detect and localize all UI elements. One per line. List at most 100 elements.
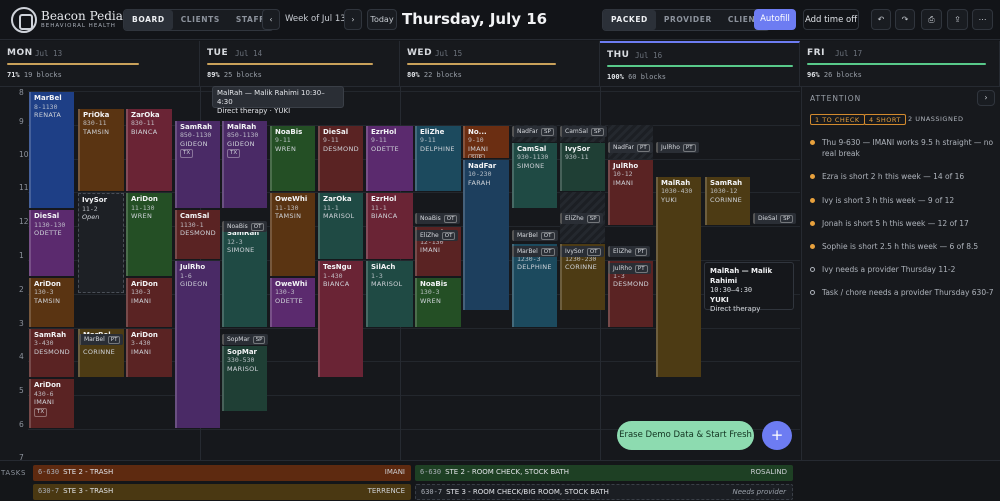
attention-item[interactable]: Thu 9-630 — IMANI works 9.5 h straight —…: [810, 137, 996, 159]
session-block[interactable]: DieSal 9-11 DESMOND: [318, 125, 363, 192]
block-time: 1130-130: [34, 220, 66, 229]
session-block[interactable]: NoaBis 130-3 WREN: [415, 277, 461, 327]
session-block[interactable]: CamSal 1130-1 DESMOND: [175, 210, 220, 259]
session-block[interactable]: SopMar 330-530 MARISOL: [222, 345, 267, 412]
session-block[interactable]: AriDon 130-3 TAMSIN: [29, 277, 74, 327]
share-icon[interactable]: ⇪: [947, 9, 968, 30]
tab-staff[interactable]: STAFF: [235, 15, 265, 24]
mini-block[interactable]: EliZhe PT: [608, 246, 651, 258]
mini-block[interactable]: JulRho PT: [656, 141, 699, 153]
view-provider[interactable]: PROVIDER: [663, 15, 712, 24]
session-block[interactable]: ZarOka 11-1 MARISOL: [318, 193, 363, 259]
collapse-panel-button[interactable]: ›: [977, 90, 995, 106]
session-block[interactable]: NadFar 10-230 FARAH: [463, 159, 509, 310]
redo-icon[interactable]: ↷: [895, 9, 915, 30]
block-time: 930-11: [565, 153, 589, 162]
day-header-thu[interactable]: THU Jul 16 100% 60 blocks: [600, 41, 800, 87]
session-block[interactable]: TesNgu 1-430 BIANCA: [318, 261, 363, 378]
pill-unassigned[interactable]: 2 UNASSIGNED: [908, 115, 964, 123]
task-row[interactable]: 6-630 STE 2 - TRASH IMANI: [33, 465, 411, 481]
mini-block[interactable]: EliZhe OT: [415, 229, 459, 241]
mini-block[interactable]: NadFar PT: [608, 141, 653, 153]
session-block[interactable]: AriDon 3-430 IMANI: [126, 328, 172, 378]
mini-block[interactable]: NoaBis OT: [415, 212, 461, 224]
session-block[interactable]: OweWhi 130-3 ODETTE: [270, 277, 315, 327]
session-block[interactable]: MalRah 850-1130 GIDEON TX: [222, 120, 267, 209]
block-client: MARISOL: [371, 280, 403, 288]
today-button[interactable]: Today: [367, 9, 397, 30]
block-client: TAMSIN: [83, 127, 110, 136]
session-block[interactable]: AriDon 430-6 IMANI TX: [29, 379, 74, 428]
session-block[interactable]: ZarOka 830-11 BIANCA: [126, 108, 172, 192]
view-packed[interactable]: PACKED: [603, 10, 656, 30]
more-icon[interactable]: ⋯: [972, 9, 993, 30]
attention-item[interactable]: Ivy is short 3 h this week — 9 of 12: [810, 195, 996, 206]
add-time-off-button[interactable]: Add time off: [803, 9, 859, 30]
session-block[interactable]: EliZhe 9-11 DELPHINE: [415, 125, 461, 192]
session-block[interactable]: PriOka 830-11 TAMSIN: [78, 108, 124, 192]
next-week-button[interactable]: ›: [344, 9, 362, 30]
mini-block[interactable]: IvySor OT: [560, 246, 604, 258]
tooltip-title: MalRah — Malik Rahimi 10:30–4:30: [217, 89, 325, 106]
session-block[interactable]: SamRah 12-3 SIMONE: [222, 227, 267, 327]
session-block[interactable]: AriDon 11-130 WREN: [126, 193, 172, 276]
session-block[interactable]: NoaBis 9-11 WREN: [270, 125, 315, 192]
session-block[interactable]: SamRah 1030-12 CORINNE: [705, 176, 750, 226]
session-block[interactable]: SilAch 1-3 MARISOL: [366, 261, 413, 327]
day-header-mon[interactable]: MON Jul 13 71% 19 blocks: [0, 41, 200, 87]
pill-to-check[interactable]: 1 TO CHECK: [810, 114, 865, 125]
tab-board[interactable]: BOARD: [124, 10, 173, 30]
day-header-fri[interactable]: FRI Jul 17 96% 26 blocks: [800, 41, 1000, 87]
session-block[interactable]: IvySor 11-2 Open: [78, 193, 124, 293]
session-block[interactable]: MalRah 1030-430 YUKI: [656, 176, 701, 378]
mini-block[interactable]: DieSal SP: [753, 212, 796, 224]
mini-block[interactable]: MarBel PT: [79, 334, 124, 346]
block-client: GIDEON: [227, 139, 255, 148]
mini-block[interactable]: NadFar SP: [512, 126, 557, 138]
attention-item[interactable]: Task / chore needs a provider Thursday 6…: [810, 287, 996, 298]
session-block[interactable]: JulRho 1-6 GIDEON: [175, 261, 220, 428]
session-block[interactable]: CamSal 930-1130 SIMONE: [512, 142, 557, 209]
block-time: 830-11: [83, 119, 107, 128]
session-block[interactable]: SamRah 3-430 DESMOND: [29, 328, 74, 378]
attention-item[interactable]: Ezra is short 2 h this week — 14 of 16: [810, 171, 996, 182]
attention-item[interactable]: Jonah is short 5 h this week — 12 of 17: [810, 218, 996, 229]
mini-block[interactable]: JulRho PT: [608, 263, 651, 275]
pill-short[interactable]: 4 SHORT: [864, 114, 906, 125]
autofill-button[interactable]: Autofill: [754, 9, 796, 30]
view-client[interactable]: CLIENT: [727, 15, 762, 24]
block-code: AriDon: [131, 195, 158, 204]
session-block[interactable]: SamRah 850-1130 GIDEON TX: [175, 120, 220, 209]
attention-item[interactable]: Sophie is short 2.5 h this week — 6 of 8…: [810, 241, 996, 252]
add-block-button[interactable]: +: [762, 421, 792, 450]
session-block[interactable]: EzrHol 9-11 ODETTE: [366, 125, 413, 192]
task-row[interactable]: 630-7 STE 3 - ROOM CHECK/BIG ROOM, STOCK …: [415, 484, 793, 500]
mini-block[interactable]: EliZhe SP: [560, 212, 603, 224]
session-block[interactable]: OweWhi 11-130 TAMSIN: [270, 193, 315, 276]
mini-block[interactable]: MarBel OT: [512, 246, 558, 258]
attention-item[interactable]: Ivy needs a provider Thursday 11-2: [810, 264, 996, 275]
session-block[interactable]: JulRho 10-12 IMANI: [608, 159, 653, 226]
mini-block[interactable]: CamSal SP: [560, 126, 607, 138]
session-block[interactable]: DieSal 1130-130 ODETTE: [29, 210, 74, 276]
task-row[interactable]: 6-630 STE 2 - ROOM CHECK, STOCK BATH ROSAL…: [415, 465, 793, 481]
erase-demo-data-button[interactable]: Erase Demo Data & Start Fresh: [617, 421, 754, 450]
session-block[interactable]: IvySor 930-11: [560, 142, 605, 192]
day-header-wed[interactable]: WED Jul 15 80% 22 blocks: [400, 41, 600, 87]
session-block[interactable]: EzrHol 11-1 BIANCA: [366, 193, 413, 259]
print-icon[interactable]: ⎙: [921, 9, 942, 30]
day-stats: 89% 25 blocks: [207, 71, 262, 79]
session-block[interactable]: No...9-10IMANISUP: [463, 125, 509, 158]
mini-block[interactable]: MarBel OT: [512, 229, 558, 241]
mini-block[interactable]: NoaBis OT: [222, 221, 268, 233]
undo-icon[interactable]: ↶: [871, 9, 891, 30]
mini-block[interactable]: SopMar SP: [222, 334, 269, 346]
block-time: 12-3: [227, 237, 243, 246]
hour-label: 11: [19, 183, 29, 192]
session-block[interactable]: MarBel 8-1130 RENATA: [29, 92, 74, 209]
day-header-tue[interactable]: TUE Jul 14 89% 25 blocks: [200, 41, 400, 87]
prev-week-button[interactable]: ‹: [262, 9, 280, 30]
session-block[interactable]: AriDon 130-3 IMANI: [126, 277, 172, 327]
task-row[interactable]: 630-7 STE 3 - TRASH TERRENCE: [33, 484, 411, 500]
tab-clients[interactable]: CLIENTS: [180, 15, 220, 24]
